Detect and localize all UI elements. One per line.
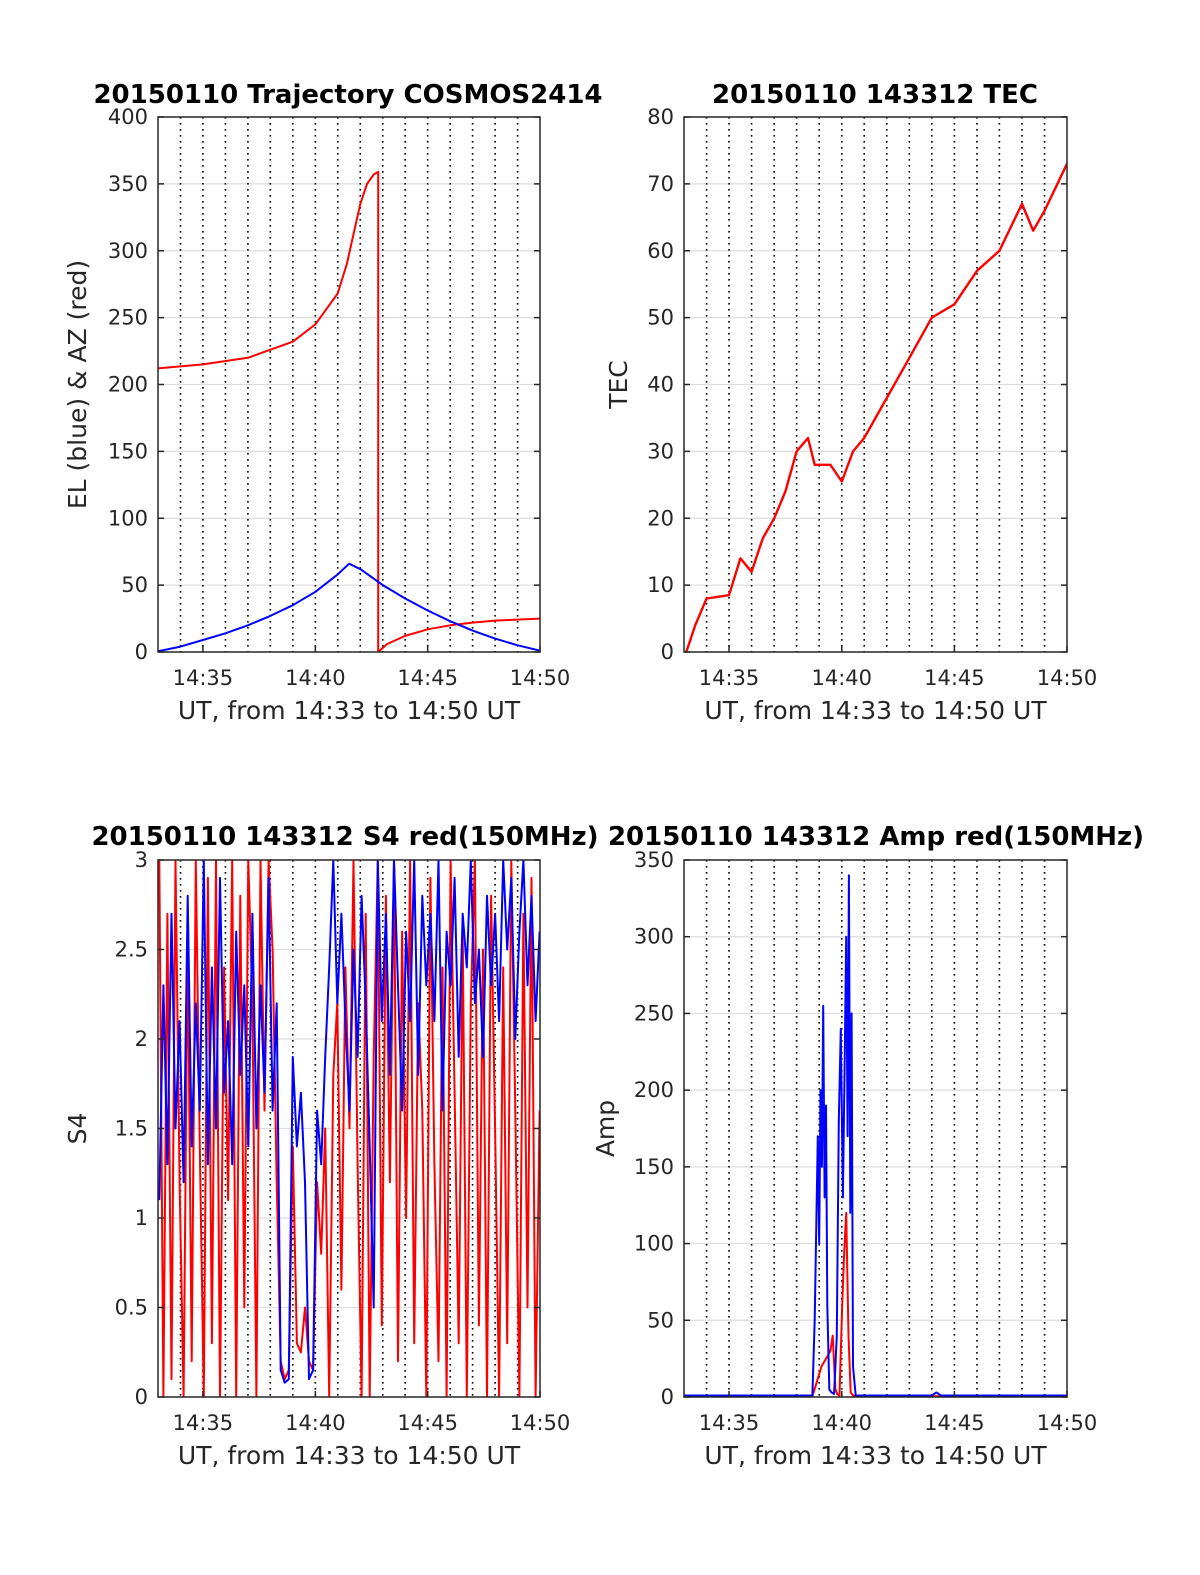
y-tick-label: 50	[647, 1308, 674, 1332]
y-tick-label: 150	[634, 1155, 674, 1179]
y-tick-label: 200	[108, 373, 148, 397]
y-tick-label: 40	[647, 373, 674, 397]
x-tick-label: 14:45	[397, 1411, 458, 1435]
y-tick-label: 60	[647, 239, 674, 263]
y-tick-label: 20	[647, 506, 674, 530]
y-tick-label: 50	[647, 306, 674, 330]
y-axis-label: EL (blue) & AZ (red)	[63, 260, 92, 509]
y-tick-label: 0	[661, 1385, 674, 1409]
y-tick-label: 250	[108, 306, 148, 330]
x-tick-label: 14:45	[924, 1411, 985, 1435]
x-tick-label: 14:35	[173, 666, 234, 690]
series-line-blue	[684, 874, 1067, 1397]
chart-title: 20150110 143312 TEC	[712, 80, 1038, 110]
x-tick-label: 14:45	[924, 666, 985, 690]
x-tick-label: 14:50	[1037, 1411, 1098, 1435]
y-tick-label: 400	[108, 105, 148, 129]
chart-title: 20150110 143312 Amp red(150MHz)	[608, 822, 1144, 852]
y-tick-label: 350	[108, 172, 148, 196]
x-tick-label: 14:50	[1037, 666, 1098, 690]
y-tick-label: 50	[121, 573, 148, 597]
x-tick-label: 14:40	[812, 1411, 873, 1435]
y-tick-label: 200	[634, 1078, 674, 1102]
series-line-red	[685, 163, 1067, 652]
y-axis-label: S4	[63, 1113, 92, 1145]
series-line-blue	[158, 562, 540, 652]
y-tick-label: 1	[135, 1206, 148, 1230]
y-tick-label: 150	[108, 439, 148, 463]
x-tick-label: 14:40	[285, 1411, 346, 1435]
y-tick-label: 350	[634, 848, 674, 872]
y-tick-label: 3	[135, 848, 148, 872]
y-tick-label: 2	[135, 1027, 148, 1051]
y-tick-label: 0	[135, 1385, 148, 1409]
y-tick-label: 0.5	[115, 1296, 148, 1320]
series-line-blue	[158, 860, 540, 1384]
x-tick-label: 14:45	[397, 666, 458, 690]
x-axis-label: UT, from 14:33 to 14:50 UT	[704, 696, 1047, 725]
y-tick-label: 0	[135, 640, 148, 664]
y-axis-label: TEC	[604, 360, 633, 410]
chart-amp: 0 50 100 150 200 250 300 350 14:35 14:40 14:45 14:5…	[591, 822, 1144, 1470]
y-tick-label: 100	[108, 506, 148, 530]
y-tick-label: 300	[634, 925, 674, 949]
y-tick-label: 300	[108, 239, 148, 263]
axes-box	[683, 859, 1068, 1398]
y-tick-label: 250	[634, 1001, 674, 1025]
x-tick-label: 14:50	[510, 1411, 571, 1435]
chart-s4: 0 0.5 1 1.5 2 2.5 3 14:35 14:40 14:45 14:50 2015011…	[63, 822, 599, 1470]
x-tick-label: 14:35	[173, 1411, 234, 1435]
x-tick-label: 14:40	[812, 666, 873, 690]
chart-tec: 0 10 20 30 40 50 60 70 80 14:35 14:40 14:45 14:50 201…	[604, 80, 1097, 725]
y-tick-label: 70	[647, 172, 674, 196]
series-line-red	[158, 170, 540, 652]
y-tick-label: 80	[647, 105, 674, 129]
series-line-red	[684, 1211, 1067, 1397]
x-tick-label: 14:35	[699, 1411, 760, 1435]
y-tick-label: 0	[661, 640, 674, 664]
y-tick-label: 1.5	[115, 1117, 148, 1141]
x-tick-label: 14:35	[699, 666, 760, 690]
x-tick-label: 14:50	[510, 666, 571, 690]
y-tick-label: 2.5	[115, 938, 148, 962]
x-axis-label: UT, from 14:33 to 14:50 UT	[178, 696, 521, 725]
x-axis-label: UT, from 14:33 to 14:50 UT	[178, 1441, 521, 1470]
x-tick-label: 14:40	[285, 666, 346, 690]
chart-title: 20150110 Trajectory COSMOS2414	[93, 80, 602, 110]
series-line-red	[158, 860, 540, 1397]
x-axis-label: UT, from 14:33 to 14:50 UT	[704, 1441, 1047, 1470]
y-axis-label: Amp	[591, 1100, 620, 1157]
y-tick-label: 100	[634, 1232, 674, 1256]
y-tick-label: 10	[647, 573, 674, 597]
y-tick-label: 30	[647, 439, 674, 463]
chart-title: 20150110 143312 S4 red(150MHz)	[91, 822, 598, 852]
chart-trajectory: 0 50 100 150 200 250 300 350 400 14:35 14:40 14:45 1…	[63, 80, 603, 725]
